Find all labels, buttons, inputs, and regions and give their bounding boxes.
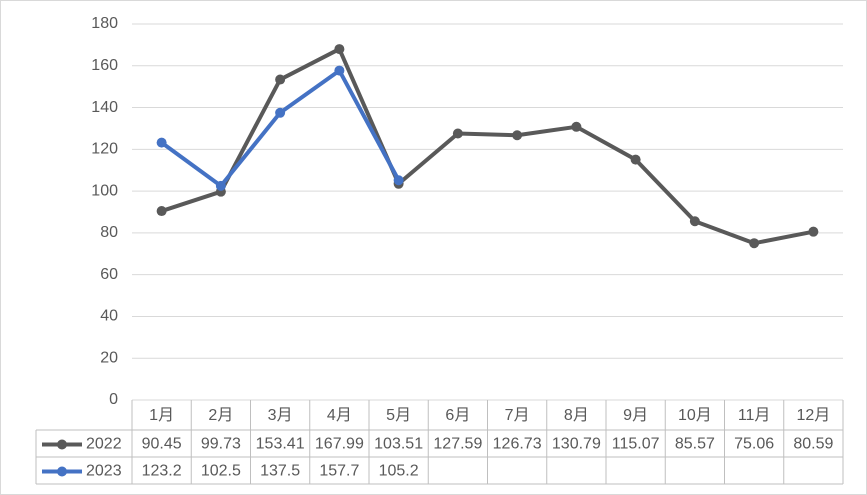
marker — [808, 226, 819, 237]
x-tick-label: 10月 — [678, 407, 712, 424]
marker — [749, 238, 760, 249]
y-tick-label: 60 — [100, 266, 118, 283]
legend-marker — [57, 439, 67, 450]
table-value: 130.79 — [552, 436, 601, 453]
x-tick-label: 9月 — [623, 407, 648, 424]
table-value: 127.59 — [433, 436, 482, 453]
x-tick-label: 11月 — [738, 407, 771, 424]
y-tick-label: 180 — [91, 15, 118, 32]
x-tick-label: 4月 — [327, 407, 352, 424]
x-tick-label: 6月 — [445, 407, 470, 424]
x-tick-label: 2月 — [208, 407, 233, 424]
x-tick-label: 1月 — [149, 407, 174, 424]
table-value: 99.73 — [201, 436, 241, 453]
marker — [275, 107, 286, 118]
table-value: 75.06 — [734, 436, 774, 453]
legend-marker — [57, 466, 67, 477]
series-line — [161, 47, 814, 246]
y-tick-label: 140 — [91, 99, 118, 116]
table-value: 90.45 — [142, 436, 182, 453]
marker — [156, 137, 167, 148]
x-tick-label: 5月 — [386, 407, 411, 424]
table-value: 123.2 — [142, 463, 182, 480]
y-tick-label: 0 — [109, 391, 118, 408]
marker — [571, 121, 582, 132]
table-value: 167.99 — [315, 436, 364, 453]
table-value: 105.2 — [379, 463, 419, 480]
x-tick-label: 8月 — [564, 407, 589, 424]
marker — [689, 216, 700, 227]
table-value: 80.59 — [793, 436, 833, 453]
table-value: 157.7 — [319, 463, 359, 480]
y-tick-label: 160 — [91, 57, 118, 74]
x-tick-label: 3月 — [268, 407, 293, 424]
x-tick-label: 7月 — [505, 407, 530, 424]
marker — [393, 175, 404, 186]
y-tick-label: 120 — [91, 141, 118, 158]
table-value: 137.5 — [260, 463, 300, 480]
table-value: 85.57 — [675, 436, 715, 453]
x-tick-label: 12月 — [796, 407, 830, 424]
table-value: 153.41 — [256, 436, 305, 453]
table-value: 115.07 — [612, 436, 660, 453]
marker — [452, 128, 463, 139]
legend-label: 2022 — [86, 436, 122, 453]
legend-label: 2023 — [86, 463, 122, 480]
marker — [215, 180, 226, 191]
table-value: 102.5 — [201, 463, 241, 480]
marker — [334, 44, 345, 55]
table-value: 126.73 — [493, 436, 542, 453]
marker — [275, 74, 286, 85]
y-tick-label: 20 — [100, 349, 118, 366]
table-value: 103.51 — [374, 436, 423, 453]
marker — [512, 130, 523, 141]
y-tick-label: 100 — [91, 182, 118, 199]
marker — [156, 206, 167, 217]
y-tick-label: 40 — [100, 308, 118, 325]
marker — [630, 154, 641, 165]
marker — [334, 65, 345, 76]
y-tick-label: 80 — [100, 224, 118, 241]
